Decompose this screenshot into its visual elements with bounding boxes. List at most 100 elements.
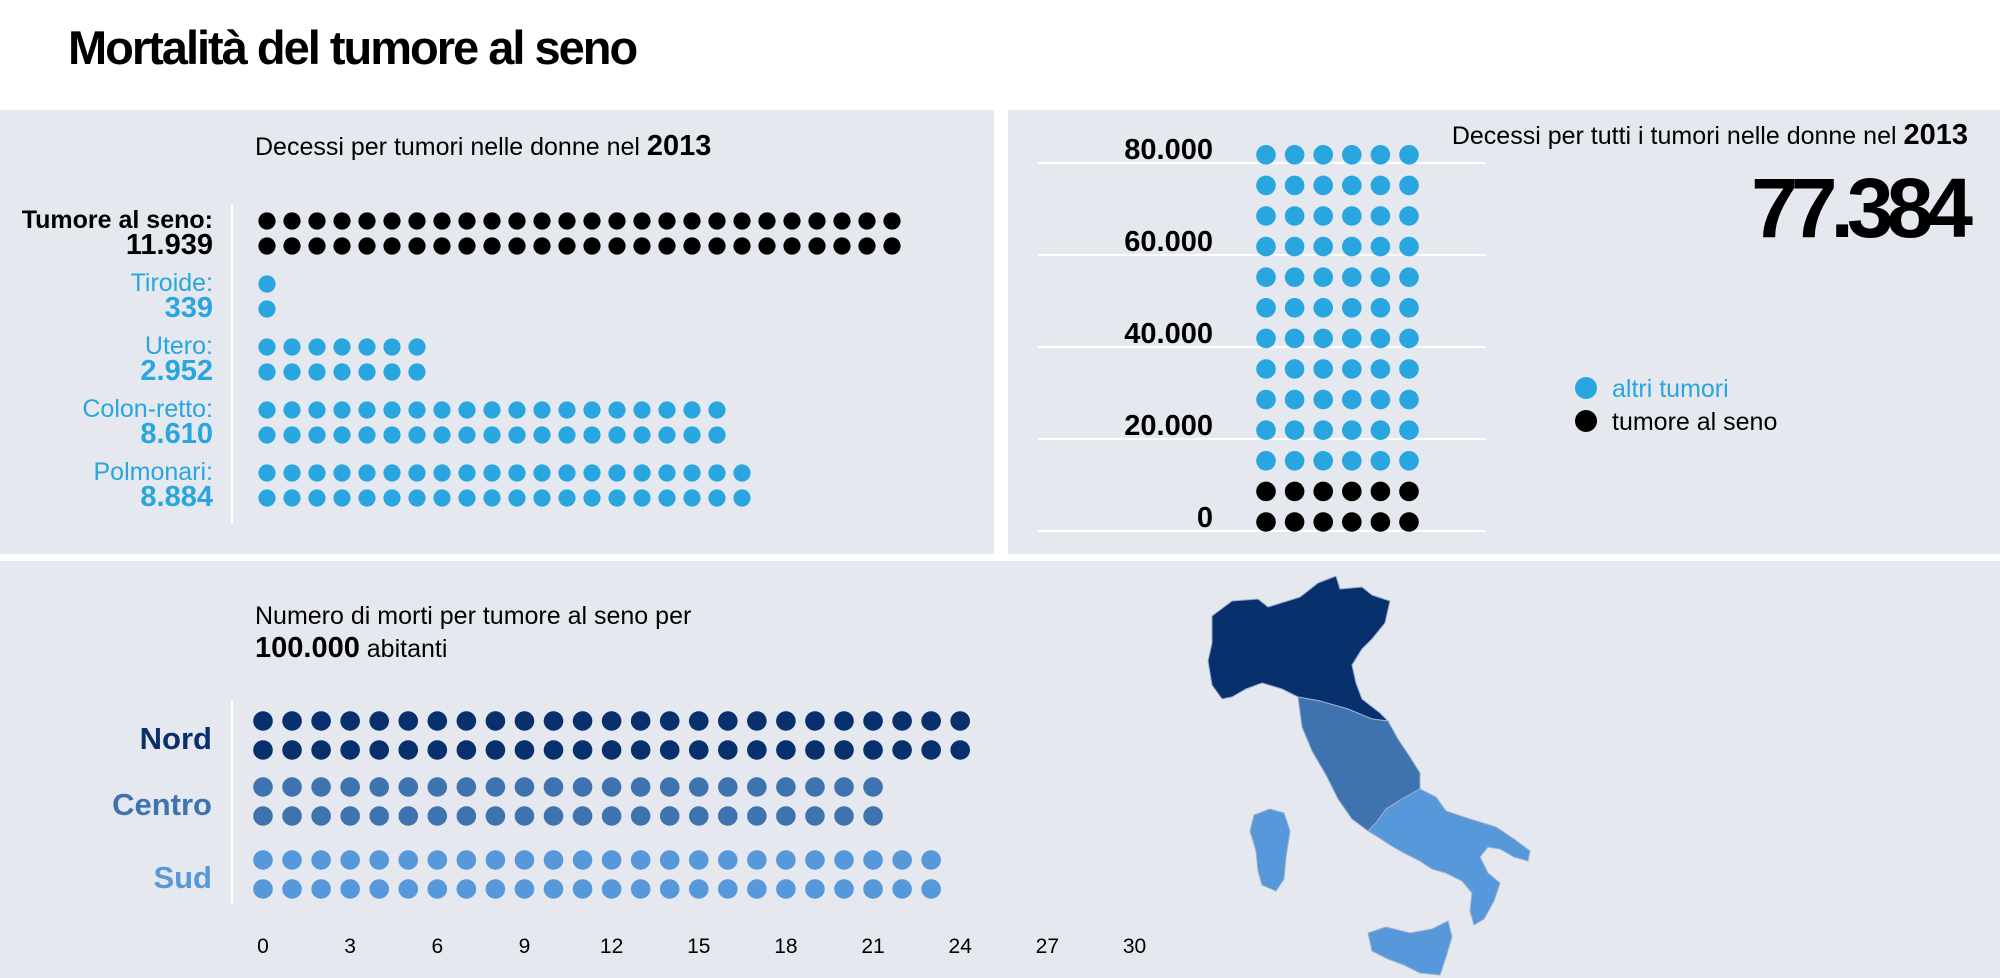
chart1-dot [783,212,801,230]
chart2-dot [1256,267,1276,287]
chart2-dot [1313,267,1333,287]
chart3-xtick-label: 0 [257,935,269,958]
legend-marker [1575,410,1597,432]
chart2-dot [1370,267,1391,287]
chart1-dot [358,363,376,381]
chart3-dot [311,740,331,760]
chart3-title-line2: 100.000 abitanti [255,632,447,664]
chart3-dot [688,777,709,797]
chart2-dot [1370,389,1391,410]
chart3-dot [311,850,331,870]
chart3-dot [747,711,767,731]
chart1-dot [583,237,601,255]
chart3-dot [892,850,912,870]
chart3-dot [543,740,564,760]
chart2-dot [1256,328,1276,349]
chart3-dot [543,711,564,731]
chart3-dot [572,777,593,797]
chart3-dot [543,879,564,899]
chart3-dot [282,850,302,870]
chart2-dot [1370,236,1391,257]
chart2-dot [1342,512,1362,532]
chart2-dot [1399,451,1419,471]
chart3-dot [572,850,593,870]
chart1-dot [308,363,326,381]
chart1-dot [333,363,351,381]
chart2-dot [1256,145,1276,165]
chart2-dot [1399,359,1419,379]
chart1-dot [283,426,301,444]
chart3-xtick-label: 12 [600,935,623,958]
chart3-dot [834,777,854,797]
chart2-dot [1284,298,1305,318]
chart1-dot [358,464,376,482]
chart3-dot [776,850,796,870]
chart2-dot [1370,175,1391,196]
chart2-dot [1256,175,1276,196]
chart1-dot [608,401,626,419]
legend-label: altri tumori [1612,375,1729,403]
chart3-dot [776,879,796,899]
chart1-dot [433,426,451,444]
chart1-dot [633,464,651,482]
chart3-dot [950,711,970,731]
chart3-dot [688,711,709,731]
chart2-dot [1313,328,1333,349]
chart2-dot [1370,328,1391,349]
chart2-dot [1342,328,1362,349]
chart1-dot [533,212,551,230]
chart3-dot [253,711,273,731]
chart1-dot [683,489,701,507]
chart1-dot [283,338,301,356]
chart1-value-label: 339 [165,292,213,324]
chart3-dot [282,740,302,760]
chart3-dot [514,850,535,870]
chart1-dot [658,212,676,230]
chart2-dot [1284,512,1305,532]
chart2-dot [1342,175,1362,196]
chart2-dot [1284,175,1305,196]
chart2-ytick-label: 0 [1197,502,1213,534]
chart3-dot [253,850,273,870]
chart1-dot [458,401,476,419]
chart1-dot [433,489,451,507]
chart2-dot [1256,481,1276,502]
chart1-dot [608,426,626,444]
chart3-dot [863,806,883,826]
chart3-dot [776,711,796,731]
chart1-dot [658,489,676,507]
chart1-dot [458,489,476,507]
chart1-dot [408,426,426,444]
chart1-dot [458,237,476,255]
chart2-dot [1256,298,1276,318]
chart3-dot [514,740,535,760]
chart3-dot [834,740,854,760]
chart3-dot [892,879,912,899]
chart1-dot [408,237,426,255]
chart3-dot [921,850,941,870]
chart1-dot [358,237,376,255]
chart1-dot [308,338,326,356]
chart1-dot [358,401,376,419]
chart1-dot [608,489,626,507]
chart3-dot [340,850,360,870]
chart1-dot [383,426,401,444]
chart2-dot [1370,420,1391,441]
chart3-dot [718,879,738,899]
chart1-dot [633,401,651,419]
chart3-dot [572,740,593,760]
chart2-dot [1284,267,1305,287]
chart1-dot [383,363,401,381]
chart1-dot [533,401,551,419]
chart1-dot [683,401,701,419]
chart1-dot [258,275,276,293]
chart1-dot [808,212,826,230]
chart2-dot [1313,145,1333,165]
chart1-dot [333,426,351,444]
chart3-dot [805,777,825,797]
chart2-dot [1370,298,1391,318]
chart3-dot [718,740,738,760]
chart2-ytick-label: 60.000 [1124,226,1213,258]
chart1-category-label: Polmonari: [94,458,214,486]
chart1-dot [383,212,401,230]
